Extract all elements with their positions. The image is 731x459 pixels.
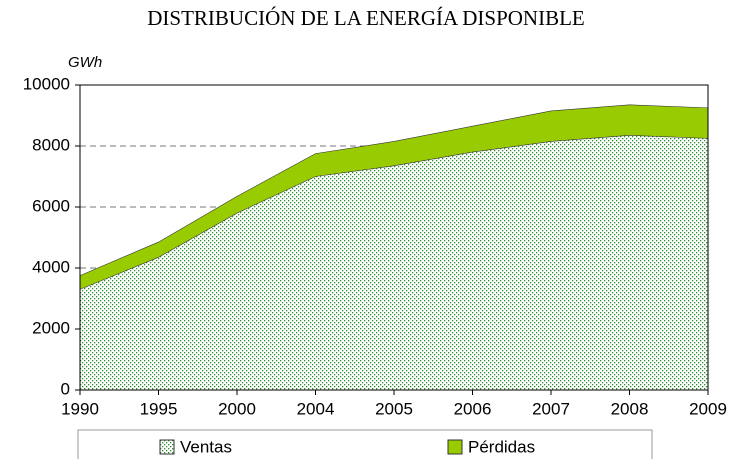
area (80, 135, 708, 390)
legend-label: Ventas (180, 437, 232, 456)
y-tick-label: 2000 (32, 318, 70, 337)
y-tick-label: 6000 (32, 196, 70, 215)
legend-swatch (159, 439, 175, 455)
x-tick-label: 2005 (375, 399, 413, 418)
x-tick-label: 2008 (611, 399, 649, 418)
y-tick-label: 4000 (32, 257, 70, 276)
y-tick-label: 10000 (23, 74, 70, 93)
y-axis-label: GWh (68, 54, 102, 71)
x-tick-label: 2000 (218, 399, 256, 418)
x-tick-label: 2007 (532, 399, 570, 418)
chart-title: DISTRIBUCIÓN DE LA ENERGÍA DISPONIBLE (147, 6, 585, 30)
x-tick-label: 2006 (454, 399, 492, 418)
legend-label: Pérdidas (468, 437, 535, 456)
x-tick-label: 1995 (140, 399, 178, 418)
x-tick-label: 1990 (61, 399, 99, 418)
y-tick-label: 0 (61, 379, 70, 398)
y-tick-label: 8000 (32, 135, 70, 154)
x-tick-label: 2004 (297, 399, 335, 418)
legend-swatch (447, 439, 463, 455)
x-tick-label: 2009 (689, 399, 727, 418)
